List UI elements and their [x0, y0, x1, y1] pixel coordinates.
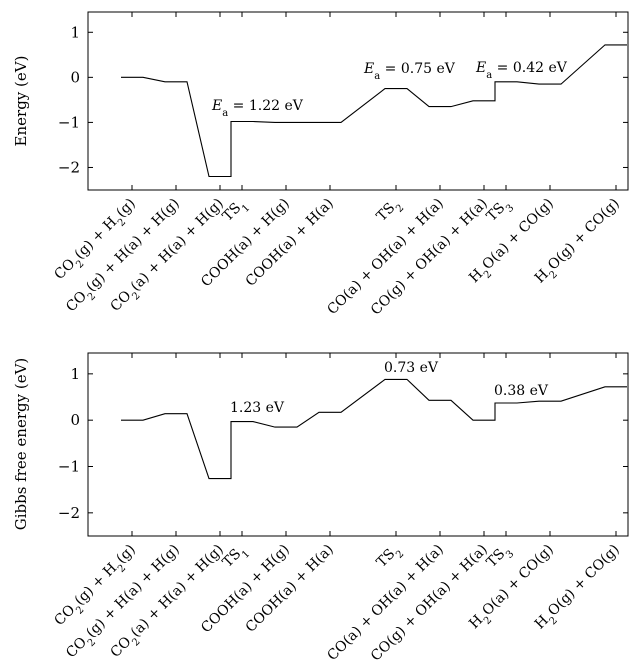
gibbs-y-tick-label: 1: [70, 365, 80, 383]
gibbs-y-tick-label: −1: [58, 458, 80, 476]
gibbs-x-tick-label: TS1: [220, 542, 252, 574]
energy-profile-line: [121, 44, 627, 178]
gibbs-profile-line: [121, 378, 627, 480]
gibbs-annotation-2: 0.38 eV: [494, 383, 549, 399]
gibbs-y-ticks: −2 −1 0 1: [58, 365, 628, 522]
gibbs-y-tick-label: −2: [58, 504, 80, 522]
gibbs-x-tick-label: TS2: [374, 542, 406, 574]
gibbs-y-tick-label: 0: [70, 411, 80, 429]
gibbs-x-ticks: CO2(g) + H2(g)CO2(g) + H(a) + H(g)CO2(a)…: [51, 353, 623, 664]
energy-plot-frame: [87, 11, 629, 191]
energy-annotation-1: Ea = 0.75 eV: [363, 61, 456, 82]
gibbs-series: [121, 378, 627, 480]
gibbs-y-axis-title: Gibbs free energy (eV): [12, 358, 30, 531]
gibbs-annotation-0: 1.23 eV: [230, 400, 285, 416]
energy-annotation-0: Ea = 1.22 eV: [211, 98, 304, 119]
energy-y-tick-label: 0: [70, 68, 80, 86]
energy-annotations: Ea = 1.22 eV Ea = 0.75 eV Ea = 0.42 eV: [211, 60, 568, 119]
gibbs-x-tick-label: TS3: [484, 542, 516, 574]
energy-x-tick-label: TS3: [484, 196, 516, 228]
energy-x-tick-label: TS1: [220, 196, 252, 228]
energy-x-ticks: CO2(g) + H2(g)CO2(g) + H(a) + H(g)CO2(a)…: [51, 12, 623, 318]
energy-y-tick-label: −1: [58, 113, 80, 131]
energy-y-ticks: −2 −1 0 1: [58, 23, 628, 176]
gibbs-annotations: 1.23 eV 0.73 eV 0.38 eV: [230, 360, 549, 416]
energy-x-tick-label: TS2: [374, 196, 406, 228]
gibbs-plot-frame: [87, 352, 629, 537]
gibbs-panel: Gibbs free energy (eV) −2 −1 0 1 CO2(g) + H…: [12, 352, 629, 664]
energy-annotation-2: Ea = 0.42 eV: [475, 60, 568, 81]
energy-y-tick-label: 1: [70, 23, 80, 41]
energy-series: [121, 44, 627, 178]
energy-y-axis-title: Energy (eV): [12, 56, 30, 147]
energy-y-tick-label: −2: [58, 158, 80, 176]
gibbs-annotation-1: 0.73 eV: [384, 360, 439, 376]
energy-panel: Energy (eV) −2 −1 0 1 CO2(g) + H2(g)CO2(g) …: [12, 11, 629, 318]
